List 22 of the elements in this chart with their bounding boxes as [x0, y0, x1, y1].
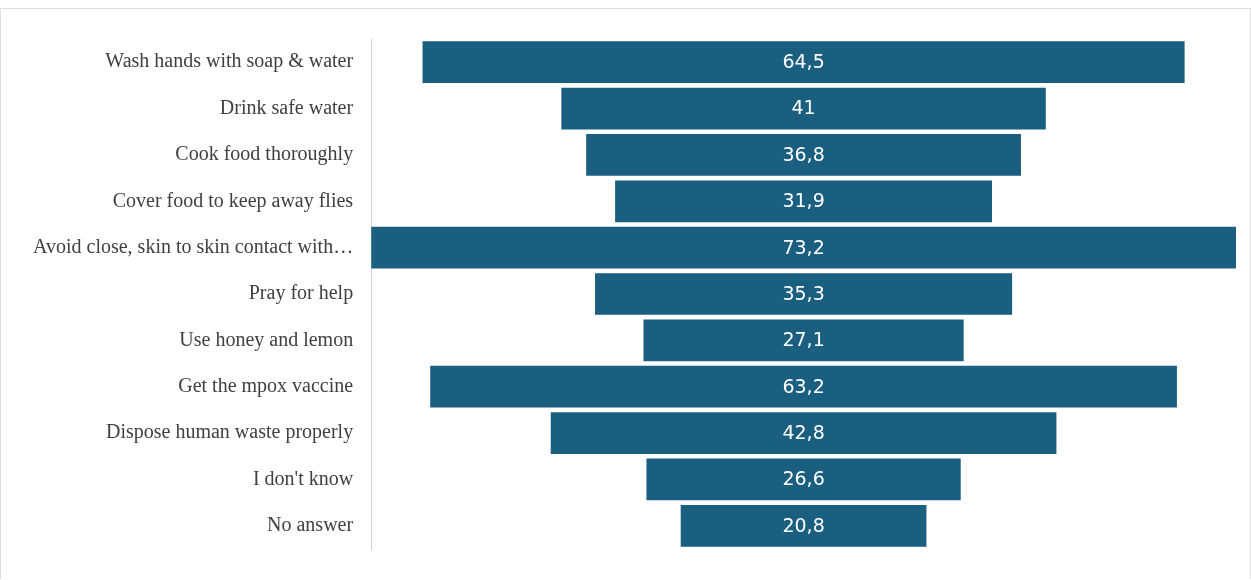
data-label: 35,3 [782, 281, 825, 304]
data-label: 31,9 [782, 189, 825, 212]
data-label: 26,6 [782, 467, 825, 490]
data-label: 64,5 [782, 50, 825, 73]
data-label: 41 [791, 96, 816, 119]
category-label: Cover food to keep away flies [112, 188, 354, 212]
category-label: I don't know [252, 466, 354, 489]
category-label: Pray for help [248, 281, 354, 305]
data-label: 73,2 [782, 235, 825, 258]
data-label: 42,8 [782, 421, 825, 444]
category-label: Wash hands with soap & water [105, 49, 354, 73]
category-label: No answer [267, 513, 354, 536]
data-label: 36,8 [782, 142, 825, 165]
data-label: 20,8 [782, 513, 825, 536]
category-label: Get the mpox vaccine [178, 373, 354, 397]
category-label: Avoid close, skin to skin contact with… [32, 234, 354, 257]
category-label: Drink safe water [219, 95, 354, 118]
category-label: Cook food thoroughly [175, 142, 354, 166]
data-label: 27,1 [782, 328, 825, 351]
category-label: Use honey and lemon [179, 327, 354, 351]
category-label: Dispose human waste properly [105, 420, 354, 444]
data-label: 63,2 [782, 374, 825, 397]
